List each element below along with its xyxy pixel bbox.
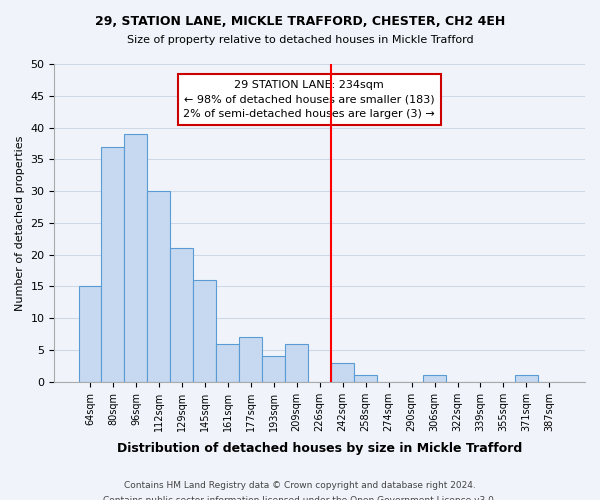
Bar <box>285 344 308 382</box>
Bar <box>193 280 217 382</box>
Bar <box>217 344 239 382</box>
Text: Size of property relative to detached houses in Mickle Trafford: Size of property relative to detached ho… <box>127 35 473 45</box>
Bar <box>239 338 262 382</box>
Text: 29 STATION LANE: 234sqm
← 98% of detached houses are smaller (183)
2% of semi-de: 29 STATION LANE: 234sqm ← 98% of detache… <box>183 80 435 120</box>
Bar <box>423 376 446 382</box>
Bar <box>331 362 354 382</box>
Y-axis label: Number of detached properties: Number of detached properties <box>15 135 25 310</box>
Bar <box>170 248 193 382</box>
Text: 29, STATION LANE, MICKLE TRAFFORD, CHESTER, CH2 4EH: 29, STATION LANE, MICKLE TRAFFORD, CHEST… <box>95 15 505 28</box>
X-axis label: Distribution of detached houses by size in Mickle Trafford: Distribution of detached houses by size … <box>117 442 523 455</box>
Bar <box>262 356 285 382</box>
Bar <box>79 286 101 382</box>
Bar <box>515 376 538 382</box>
Bar <box>124 134 148 382</box>
Bar <box>148 191 170 382</box>
Text: Contains public sector information licensed under the Open Government Licence v3: Contains public sector information licen… <box>103 496 497 500</box>
Bar <box>101 146 124 382</box>
Bar <box>354 376 377 382</box>
Text: Contains HM Land Registry data © Crown copyright and database right 2024.: Contains HM Land Registry data © Crown c… <box>124 481 476 490</box>
